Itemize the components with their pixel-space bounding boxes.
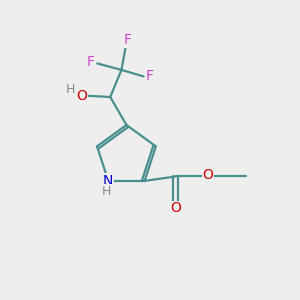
Text: H: H <box>102 185 112 198</box>
Text: O: O <box>170 201 181 215</box>
Text: O: O <box>202 168 213 182</box>
Text: F: F <box>146 69 154 83</box>
Text: O: O <box>76 88 87 103</box>
Text: F: F <box>123 33 131 47</box>
Text: F: F <box>87 55 95 69</box>
Text: N: N <box>103 174 113 188</box>
Text: H: H <box>66 83 76 96</box>
